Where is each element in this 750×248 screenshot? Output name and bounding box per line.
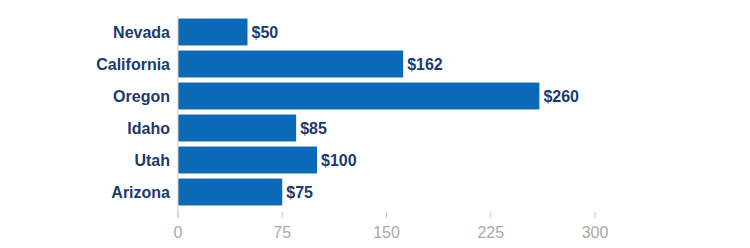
tick-label: 75 bbox=[273, 224, 291, 241]
data-label: $100 bbox=[321, 152, 357, 169]
tick-mark bbox=[282, 212, 283, 218]
chart-container: Nevada California Oregon Idaho Utah Arizona $5… bbox=[0, 0, 750, 248]
chart-svg: Nevada California Oregon Idaho Utah Arizona $5… bbox=[0, 0, 750, 248]
data-label: $50 bbox=[252, 24, 279, 41]
bar bbox=[178, 51, 403, 78]
data-label: $260 bbox=[543, 88, 579, 105]
bars bbox=[178, 19, 539, 206]
tick-label: 150 bbox=[373, 224, 400, 241]
bar bbox=[178, 83, 539, 110]
tick-mark bbox=[386, 212, 387, 218]
tick-label: 225 bbox=[477, 224, 504, 241]
category-label: Nevada bbox=[113, 24, 170, 41]
bar bbox=[178, 147, 317, 174]
tick-label: 0 bbox=[174, 224, 183, 241]
category-label: Oregon bbox=[113, 88, 170, 105]
category-label: Utah bbox=[134, 152, 170, 169]
category-label: Idaho bbox=[127, 120, 170, 137]
data-label: $85 bbox=[300, 120, 327, 137]
tick-mark bbox=[178, 212, 179, 218]
bar bbox=[178, 115, 296, 142]
tick-mark bbox=[490, 212, 491, 218]
data-label: $75 bbox=[286, 184, 313, 201]
bar bbox=[178, 179, 282, 206]
tick-label: 300 bbox=[582, 224, 609, 241]
data-label: $162 bbox=[407, 56, 443, 73]
bar bbox=[178, 19, 248, 46]
category-label: California bbox=[96, 56, 170, 73]
axis-line bbox=[178, 16, 179, 218]
tick-mark bbox=[595, 212, 596, 218]
category-label: Arizona bbox=[111, 184, 170, 201]
